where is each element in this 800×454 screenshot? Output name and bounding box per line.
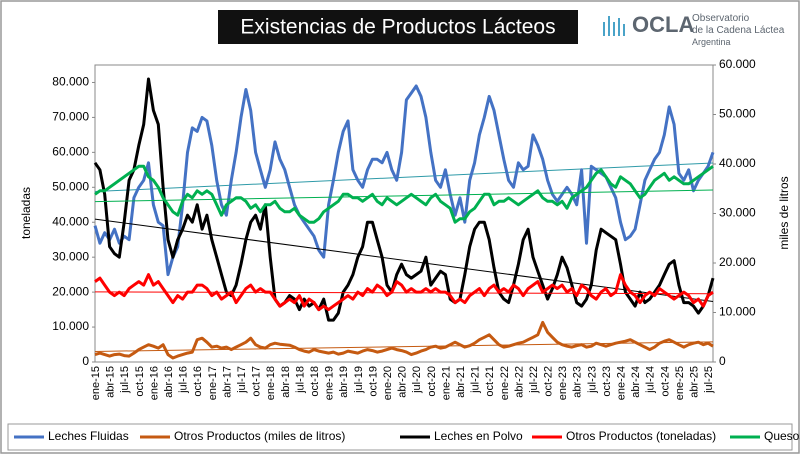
x-tick-label: jul-25	[703, 366, 715, 394]
title-box	[218, 10, 578, 44]
x-tick-label: oct-17	[251, 366, 263, 397]
x-tick-label: ene-15	[90, 366, 102, 400]
x-tick-label: jul-23	[586, 366, 598, 394]
x-tick-label: abr-21	[455, 366, 467, 398]
y-tick-label: 10.000	[52, 319, 89, 333]
x-tick-label: abr-17	[221, 366, 233, 398]
x-tick-label: ene-20	[382, 366, 394, 400]
x-tick-label: ene-16	[148, 366, 160, 400]
y-tick-label: 40.000	[52, 214, 89, 228]
x-tick-label: ene-17	[207, 366, 219, 400]
x-tick-label: jul-19	[353, 366, 365, 394]
chart-title: Existencias de Productos Lácteos	[240, 16, 555, 39]
legend-label: Otros Productos (toneladas)	[566, 429, 716, 443]
x-tick-label: jul-18	[294, 366, 306, 394]
y2-tick-label: 30.000	[719, 206, 756, 220]
legend-label: Otros Productos (miles de litros)	[174, 429, 345, 443]
x-tick-label: abr-23	[572, 366, 584, 398]
x-tick-label: abr-24	[630, 366, 642, 398]
x-tick-label: jul-24	[645, 366, 657, 394]
x-tick-label: ene-24	[616, 366, 628, 400]
y2-axis-label: miles de litros	[777, 176, 791, 249]
series-line	[93, 77, 715, 322]
y-axis-label: toneladas	[19, 187, 33, 239]
x-tick-label: jul-15	[119, 366, 131, 394]
x-tick-label: ene-22	[499, 366, 511, 400]
x-tick-label: jul-22	[528, 366, 540, 394]
x-tick-label: jul-20	[411, 366, 423, 394]
y2-tick-label: 50.000	[719, 107, 756, 121]
trend-line	[94, 218, 714, 303]
y-tick-label: 30.000	[52, 249, 89, 263]
y-tick-label: 50.000	[52, 179, 89, 193]
y2-tick-label: 0	[719, 354, 726, 368]
legend-label: Quesos	[764, 429, 800, 443]
legend-label: Leches en Polvo	[434, 429, 523, 443]
y2-tick-label: 20.000	[719, 255, 756, 269]
x-tick-label: ene-25	[674, 366, 686, 400]
trend-line	[94, 189, 714, 203]
y-tick-label: 20.000	[52, 284, 89, 298]
x-tick-label: oct-19	[367, 366, 379, 397]
legend-label: Leches Fluidas	[48, 429, 129, 443]
y2-tick-label: 40.000	[719, 156, 756, 170]
x-tick-label: ene-19	[324, 366, 336, 400]
x-tick-label: abr-15	[105, 366, 117, 398]
logo-name: OCLA	[632, 12, 694, 37]
x-tick-label: abr-22	[513, 366, 525, 398]
x-tick-label: abr-25	[689, 366, 701, 398]
series-line	[94, 273, 714, 312]
x-tick-label: abr-18	[280, 366, 292, 398]
y-tick-label: 60.000	[52, 145, 89, 159]
series-line	[93, 84, 715, 277]
logo: OCLA Observatorio de la Cadena Láctea Ar…	[603, 12, 785, 47]
series-line	[94, 320, 714, 360]
x-tick-label: ene-18	[265, 366, 277, 400]
x-tick-label: oct-22	[543, 366, 555, 397]
x-tick-label: oct-16	[192, 366, 204, 397]
x-tick-label: ene-21	[440, 366, 452, 400]
y-tick-label: 70.000	[52, 110, 89, 124]
y-tick-label: 80.000	[52, 75, 89, 89]
x-tick-label: oct-15	[134, 366, 146, 397]
x-tick-label: oct-24	[659, 366, 671, 397]
y2-tick-label: 10.000	[719, 305, 756, 319]
x-tick-label: jul-21	[470, 366, 482, 394]
logo-text: Argentina	[692, 37, 731, 47]
y2-tick-label: 60.000	[719, 57, 756, 71]
x-tick-label: jul-16	[178, 366, 190, 394]
logo-icon	[603, 16, 625, 36]
x-tick-label: jul-17	[236, 366, 248, 394]
logo-text: de la Cadena Láctea	[692, 25, 785, 36]
x-tick-label: oct-21	[484, 366, 496, 397]
x-tick-label: abr-20	[397, 366, 409, 398]
logo-text: Observatorio	[692, 13, 750, 24]
x-tick-label: abr-19	[338, 366, 350, 398]
x-tick-label: oct-23	[601, 366, 613, 397]
x-tick-label: oct-18	[309, 366, 321, 397]
y-tick-label: 0	[82, 354, 89, 368]
x-tick-label: abr-16	[163, 366, 175, 398]
trend-line	[94, 162, 714, 193]
x-tick-label: ene-23	[557, 366, 569, 400]
x-tick-label: oct-20	[426, 366, 438, 397]
series-line	[94, 164, 714, 224]
